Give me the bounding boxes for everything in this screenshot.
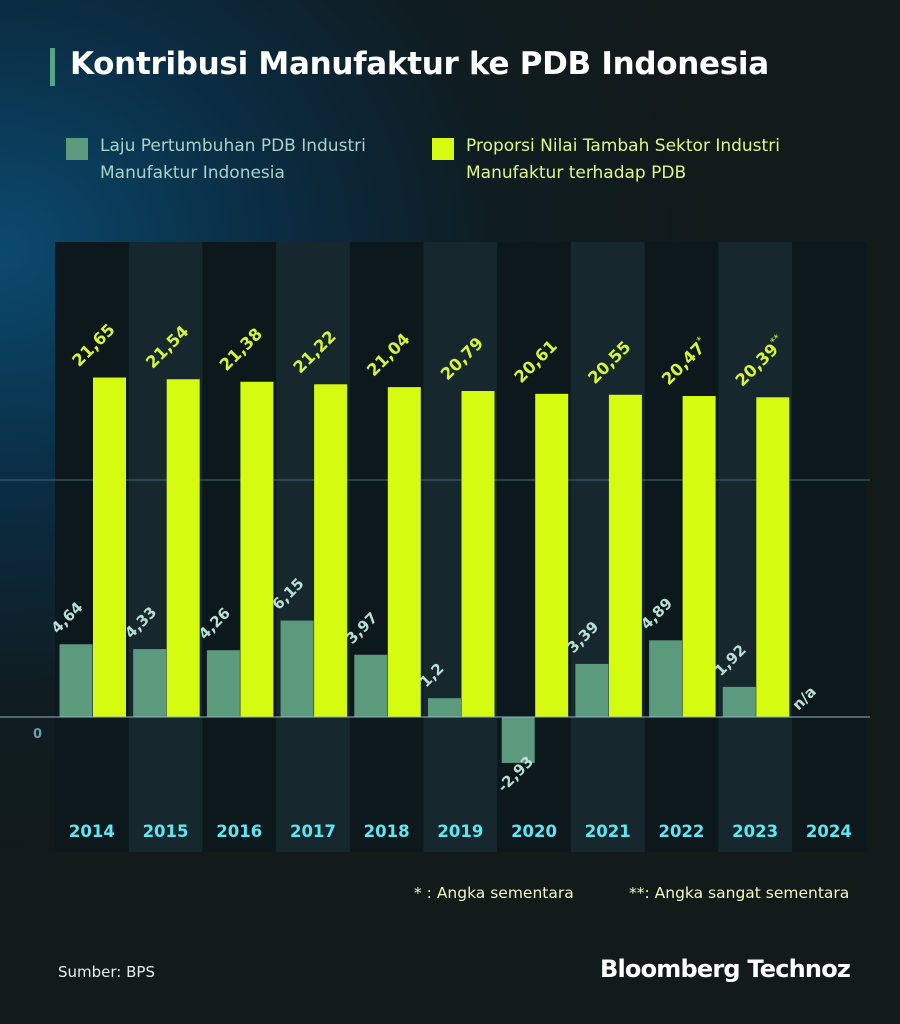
bar-growth [133,649,167,717]
zero-tick-label: 0 [33,727,42,742]
year-tick-label: 2024 [806,822,852,841]
bar-growth [354,654,388,717]
legend-label-share: Proporsi Nilai Tambah Sektor Industri Ma… [466,136,780,183]
source-note: Sumber: BPS [58,963,155,981]
bar-share [387,387,421,717]
bar-growth [428,698,461,717]
bar-share [240,381,274,717]
footnote-very-provisional: **: Angka sangat sementara [629,884,850,902]
bar-share [314,384,348,717]
legend-label-growth: Laju Pertumbuhan PDB Industri Manufaktur… [100,136,366,183]
year-tick-label: 2015 [143,822,189,841]
bar-share [756,397,790,717]
bar-growth [206,650,240,717]
title-accent-bar [50,48,55,86]
column-background [792,242,867,852]
bar-growth [575,663,609,717]
year-tick-label: 2018 [364,822,410,841]
bar-share [608,394,642,717]
legend-swatch-growth [66,138,88,160]
bar-growth [649,640,683,717]
legend-swatch-share [432,138,454,160]
legend-item-share: Proporsi Nilai Tambah Sektor Industri Ma… [432,133,852,187]
year-tick-label: 2022 [658,822,704,841]
legend-item-growth: Laju Pertumbuhan PDB Industri Manufaktur… [66,133,406,187]
bar-growth [59,644,93,717]
brand-logo: Bloomberg Technoz [600,955,851,983]
year-tick-label: 2017 [290,822,336,841]
footnote-provisional: * : Angka sementara [414,884,574,902]
bar-share [93,377,126,717]
bar-growth [722,686,756,717]
year-tick-label: 2021 [585,822,631,841]
year-tick-label: 2014 [69,822,115,841]
chart-title: Kontribusi Manufaktur ke PDB Indonesia [70,46,769,82]
bar-share [535,393,569,717]
bar-share [682,396,716,717]
year-tick-label: 2016 [216,822,262,841]
bar-share [461,391,495,717]
bar-share [166,379,200,717]
bar-growth [280,620,314,717]
bar-growth [501,717,535,763]
year-tick-label: 2020 [511,822,557,841]
share-label-footnote-mark: * [695,335,706,346]
year-tick-label: 2023 [732,822,778,841]
year-tick-label: 2019 [437,822,483,841]
